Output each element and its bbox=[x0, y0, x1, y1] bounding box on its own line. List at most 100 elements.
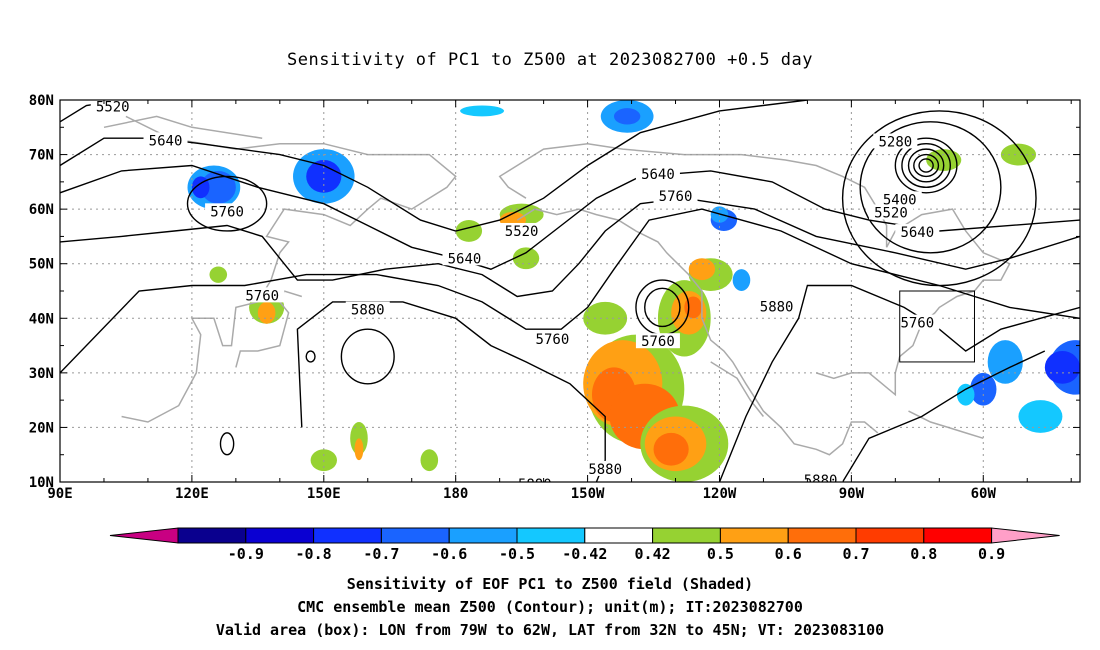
lat-label: 70N bbox=[29, 148, 54, 164]
contour-label-bg bbox=[877, 191, 922, 207]
sensitivity-patch bbox=[455, 220, 483, 242]
colorbar-swatch bbox=[313, 527, 382, 544]
contour-line bbox=[60, 197, 1080, 298]
contour-label: 5640 bbox=[448, 251, 482, 267]
lat-label: 10N bbox=[29, 475, 54, 491]
coastline bbox=[121, 115, 457, 423]
map-title: Sensitivity of PC1 to Z500 at 2023082700… bbox=[286, 50, 813, 70]
sensitivity-patch bbox=[987, 340, 1023, 384]
colorbar-label: -0.9 bbox=[228, 545, 264, 563]
colorbar-swatch bbox=[584, 527, 654, 544]
lon-label: 150E bbox=[307, 486, 341, 502]
lat-label: 40N bbox=[29, 311, 54, 327]
contour-label-bg bbox=[895, 224, 940, 240]
contour-label: 5760 bbox=[245, 288, 279, 304]
contour-loop bbox=[913, 153, 940, 178]
contour-label-bg bbox=[868, 204, 913, 220]
contour-label: 5520 bbox=[505, 224, 539, 240]
contour-line bbox=[842, 350, 1046, 482]
colorbar-label: 0.6 bbox=[775, 545, 802, 563]
sensitivity-patch bbox=[613, 108, 641, 125]
lat-label: 20N bbox=[29, 420, 54, 436]
coastline bbox=[710, 361, 764, 417]
lat-label: 80N bbox=[29, 93, 54, 109]
caption-contour: CMC ensemble mean Z500 (Contour); unit(m… bbox=[297, 598, 803, 616]
coastline bbox=[908, 410, 984, 440]
contour-label: 5520 bbox=[96, 100, 130, 116]
contour-loop bbox=[859, 121, 1002, 254]
contour-line bbox=[296, 301, 606, 482]
sensitivity-patch bbox=[460, 105, 505, 117]
lon-label: 120E bbox=[175, 486, 209, 502]
sensitivity-patch bbox=[306, 160, 342, 193]
contour-loop bbox=[219, 432, 235, 456]
sensitivity-patch bbox=[583, 301, 628, 335]
contour-loop bbox=[186, 175, 268, 232]
colorbar-swatch bbox=[516, 527, 586, 544]
contour-label-bg bbox=[583, 460, 628, 476]
contour-label: 5520 bbox=[874, 205, 908, 221]
colorbar-label: -0.8 bbox=[296, 545, 332, 563]
colorbar-swatch bbox=[380, 527, 450, 544]
colorbar-over-arrow bbox=[991, 527, 1060, 544]
lon-label: 180 bbox=[443, 486, 468, 502]
lon-label: 120W bbox=[703, 486, 737, 502]
contour-label-bg bbox=[240, 287, 285, 303]
contour-label-bg bbox=[442, 250, 487, 266]
sensitivity-patch bbox=[926, 149, 962, 171]
contour-label: 5880 bbox=[518, 477, 552, 493]
contour-label-bg bbox=[143, 132, 188, 148]
contour-label-bg bbox=[895, 314, 940, 330]
contour-label: 5760 bbox=[210, 204, 244, 220]
contour-label-bg bbox=[345, 301, 390, 317]
colorbar-swatch bbox=[923, 527, 993, 544]
contour-label: 5760 bbox=[536, 332, 570, 348]
contour-loop bbox=[907, 148, 945, 183]
lon-label: 90W bbox=[839, 486, 865, 502]
lon-label: 90E bbox=[47, 486, 72, 502]
grid-lines bbox=[60, 100, 1080, 482]
sensitivity-patch bbox=[257, 301, 276, 324]
contour-label: 5760 bbox=[659, 189, 693, 205]
sensitivity-patch bbox=[684, 296, 702, 319]
valid-area-box bbox=[899, 290, 975, 363]
z500-contours bbox=[60, 100, 1080, 482]
lat-label: 30N bbox=[29, 366, 54, 382]
contour-label-bg bbox=[873, 133, 918, 149]
sensitivity-patch bbox=[191, 176, 210, 199]
coastline bbox=[498, 142, 1011, 397]
contour-label: 5880 bbox=[588, 462, 622, 478]
colorbar-label: -0.5 bbox=[499, 545, 535, 563]
caption-shaded: Sensitivity of EOF PC1 to Z500 field (Sh… bbox=[346, 575, 754, 593]
coastline bbox=[103, 115, 263, 139]
lat-label: 60N bbox=[29, 202, 54, 218]
contour-label: 5400 bbox=[883, 192, 917, 208]
colorbar-label: 0.5 bbox=[707, 545, 734, 563]
colorbar-label: 0.42 bbox=[635, 545, 671, 563]
contour-loop bbox=[901, 142, 952, 189]
contour-line bbox=[60, 208, 1080, 374]
contour-label: 5760 bbox=[900, 316, 934, 332]
contour-label-bg bbox=[754, 298, 799, 314]
contour-loop bbox=[918, 158, 934, 173]
contour-label: 5640 bbox=[149, 133, 183, 149]
contour-label-bg bbox=[205, 203, 250, 219]
sensitivity-patch bbox=[209, 266, 228, 283]
contour-label-bg bbox=[530, 331, 575, 347]
coastline bbox=[516, 208, 879, 456]
contour-loop bbox=[340, 328, 395, 385]
colorbar: -0.9 -0.8 -0.7 -0.6 -0.5 -0.42 0.42 0.5 0.6 0.7 0.… bbox=[109, 527, 1060, 563]
sensitivity-patch bbox=[956, 383, 975, 406]
sensitivity-patch bbox=[1044, 351, 1080, 384]
contour-loop bbox=[894, 137, 958, 194]
colorbar-label: -0.6 bbox=[431, 545, 467, 563]
colorbar-swatch bbox=[855, 527, 925, 544]
lon-label: 150W bbox=[571, 486, 605, 502]
contour-label: 5640 bbox=[641, 167, 675, 183]
contour-label: 5880 bbox=[351, 303, 385, 319]
contour-label-bg bbox=[90, 100, 135, 114]
contour-label: 5880 bbox=[804, 473, 838, 489]
sensitivity-patch bbox=[688, 258, 716, 281]
contour-labels: 5520 5640 5760 5760 5880 5640 5520 5760 5640 5760… bbox=[90, 100, 940, 493]
